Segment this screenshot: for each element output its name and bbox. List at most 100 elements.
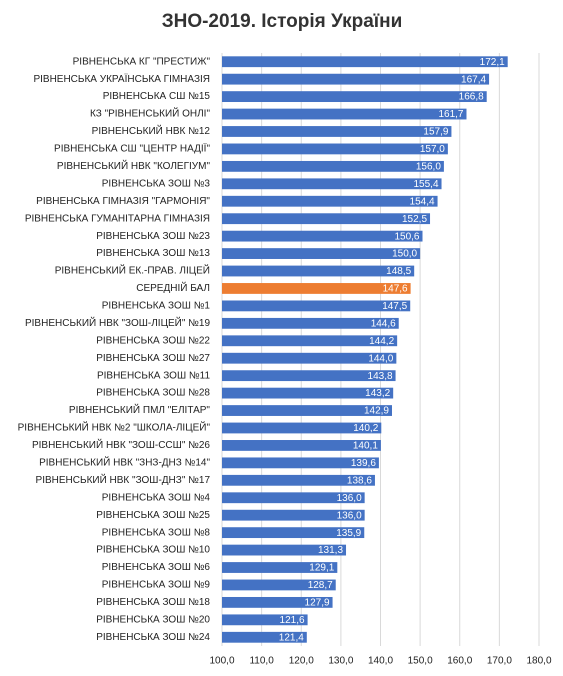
y-tick-label: РІВНЕНСЬКА ЗОШ №3 xyxy=(102,178,211,189)
bar xyxy=(222,108,467,120)
value-label: 157,0 xyxy=(420,144,445,155)
y-tick-label: РІВНЕНСЬКА ЗОШ №9 xyxy=(102,580,211,591)
y-tick-label: РІВНЕНСЬКА ЗОШ №11 xyxy=(97,370,210,381)
y-tick-label: РІВНЕНСЬКИЙ НВК №2 "ШКОЛА-ЛІЦЕЙ" xyxy=(18,421,211,434)
value-label: 152,5 xyxy=(402,214,427,225)
value-label: 135,9 xyxy=(336,528,361,539)
value-label: 156,0 xyxy=(416,162,441,173)
bar xyxy=(222,230,423,242)
y-tick-label: РІВНЕНСЬКА ЗОШ №1 xyxy=(102,301,211,312)
bar xyxy=(222,265,415,277)
x-tick-label: 120,0 xyxy=(289,656,314,667)
y-tick-label: РІВНЕНСЬКА ГІМНАЗІЯ "ГАРМОНІЯ" xyxy=(36,196,210,207)
y-tick-label: РІВНЕНСЬКИЙ ПМЛ "ЕЛІТАР" xyxy=(69,403,211,416)
y-tick-label: РІВНЕНСЬКА ЗОШ №27 xyxy=(96,353,210,364)
value-label: 128,7 xyxy=(308,580,333,591)
bar xyxy=(222,457,379,469)
value-label: 150,0 xyxy=(392,249,417,260)
value-label: 157,9 xyxy=(423,127,448,138)
bar xyxy=(222,160,444,172)
y-tick-label: РІВНЕНСЬКИЙ НВК "ЗОШ-ССШ" №26 xyxy=(32,438,210,451)
x-tick-label: 110,0 xyxy=(249,656,274,667)
bar xyxy=(222,143,448,155)
bar xyxy=(222,387,394,399)
y-tick-label: РІВНЕНСЬКА ЗОШ №4 xyxy=(102,492,211,503)
bar xyxy=(222,335,398,347)
bar xyxy=(222,631,307,643)
value-label: 121,4 xyxy=(279,632,304,643)
bar xyxy=(222,126,452,137)
value-label: 155,4 xyxy=(413,179,438,190)
value-label: 147,5 xyxy=(382,301,407,312)
value-label: 131,3 xyxy=(318,545,343,556)
bar xyxy=(222,440,381,451)
bar xyxy=(222,195,438,207)
bar xyxy=(222,579,336,591)
value-label: 144,0 xyxy=(368,353,393,364)
bar xyxy=(222,614,308,626)
y-tick-label: РІВНЕНСЬКА ЗОШ №25 xyxy=(96,510,210,521)
y-tick-label: РІВНЕНСЬКИЙ ЕК.-ПРАВ. ЛІЦЕЙ xyxy=(55,264,210,277)
y-tick-label: РІВНЕНСЬКА ЗОШ №13 xyxy=(96,248,210,259)
value-label: 150,6 xyxy=(394,231,419,242)
value-label: 147,6 xyxy=(383,284,408,295)
y-tick-label: РІВНЕНСЬКИЙ НВК "ЗНЗ-ДНЗ №14" xyxy=(39,456,210,469)
value-label: 167,4 xyxy=(461,74,486,85)
x-tick-label: 100,0 xyxy=(209,656,234,667)
value-label: 142,9 xyxy=(364,406,389,417)
y-tick-label: РІВНЕНСЬКА УКРАЇНСЬКА ГІМНАЗІЯ xyxy=(33,73,210,85)
value-label: 140,1 xyxy=(353,441,378,452)
bar xyxy=(222,91,487,103)
bar xyxy=(222,73,490,85)
chart-title: ЗНО-2019. Історія України xyxy=(162,11,403,32)
x-tick-label: 170,0 xyxy=(487,656,512,667)
value-label: 127,9 xyxy=(305,598,330,609)
value-label: 136,0 xyxy=(337,493,362,504)
y-tick-label: РІВНЕНСЬКА ЗОШ №18 xyxy=(96,597,210,608)
y-tick-label: РІВНЕНСЬКА КГ "ПРЕСТИЖ" xyxy=(73,56,211,67)
x-tick-label: 140,0 xyxy=(368,656,393,667)
y-tick-label: РІВНЕНСЬКИЙ НВК №12 xyxy=(92,124,211,137)
bar xyxy=(222,422,382,434)
bar xyxy=(222,317,399,329)
y-tick-label: РІВНЕНСЬКА ГУМАНІТАРНА ГІМНАЗІЯ xyxy=(25,213,210,224)
value-label: 136,0 xyxy=(337,510,362,521)
y-tick-label: РІВНЕНСЬКА ЗОШ №8 xyxy=(102,527,211,538)
bar xyxy=(222,474,375,486)
y-tick-label: РІВНЕНСЬКА СШ №15 xyxy=(103,91,211,102)
value-label: 148,5 xyxy=(386,266,411,277)
x-tick-label: 180,0 xyxy=(526,656,551,667)
value-label: 166,8 xyxy=(459,92,484,103)
y-tick-label: РІВНЕНСЬКИЙ НВК "ЗОШ-ДНЗ" №17 xyxy=(36,473,211,486)
value-label: 143,2 xyxy=(365,388,390,399)
bar xyxy=(222,509,365,521)
value-label: 143,8 xyxy=(368,371,393,382)
bar xyxy=(222,544,347,556)
y-tick-label: РІВНЕНСЬКИЙ НВК "ЗОШ-ЛІЦЕЙ" №19 xyxy=(25,316,210,329)
bar xyxy=(222,213,431,225)
bar xyxy=(222,370,396,382)
bar xyxy=(222,562,338,573)
value-label: 138,6 xyxy=(347,475,372,486)
bar xyxy=(222,492,365,504)
y-tick-label: РІВНЕНСЬКА СШ "ЦЕНТР НАДІЇ" xyxy=(54,143,210,155)
value-label: 139,6 xyxy=(351,458,376,469)
y-tick-label: РІВНЕНСЬКА ЗОШ №10 xyxy=(96,545,210,556)
value-label: 161,7 xyxy=(438,109,463,120)
y-tick-label: КЗ "РІВНЕНСЬКИЙ ОНЛІ" xyxy=(90,107,210,120)
y-tick-label: РІВНЕНСЬКА ЗОШ №22 xyxy=(96,335,210,346)
y-tick-label: РІВНЕНСЬКА ЗОШ №23 xyxy=(96,231,210,242)
value-label: 172,1 xyxy=(480,57,505,68)
bar xyxy=(222,596,333,608)
bar xyxy=(222,178,442,190)
value-label: 121,6 xyxy=(280,615,305,626)
x-tick-label: 130,0 xyxy=(328,656,353,667)
bar xyxy=(222,527,365,539)
y-tick-label: РІВНЕНСЬКИЙ НВК "КОЛЕГІУМ" xyxy=(57,159,211,172)
value-label: 144,6 xyxy=(371,318,396,329)
y-tick-label: РІВНЕНСЬКА ЗОШ №28 xyxy=(96,388,210,399)
y-tick-label: РІВНЕНСЬКА ЗОШ №24 xyxy=(96,632,210,643)
value-label: 129,1 xyxy=(309,563,334,574)
value-label: 144,2 xyxy=(369,336,394,347)
